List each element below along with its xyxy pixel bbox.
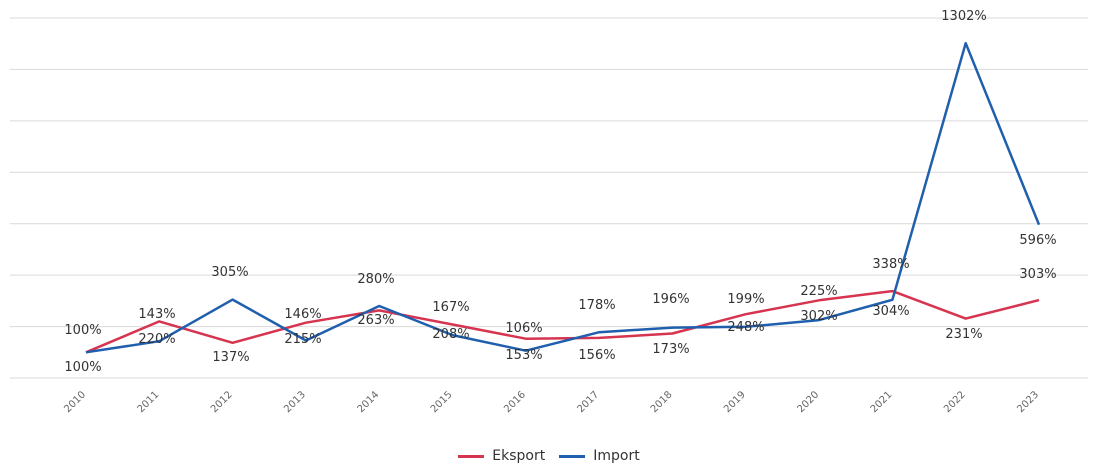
x-tick-label: 2020: [795, 389, 821, 415]
x-tick-label: 2015: [429, 389, 455, 415]
data-label: 263%: [357, 313, 394, 328]
data-label: 304%: [872, 304, 909, 319]
data-label: 302%: [800, 309, 837, 324]
legend-swatch-import: [559, 454, 586, 458]
data-label: 106%: [505, 321, 542, 336]
legend-item-eksport[interactable]: Eksport: [458, 448, 545, 464]
x-tick-label: 2022: [942, 389, 968, 415]
data-point-import-2018[interactable]: [669, 325, 675, 331]
x-tick-label: 2014: [356, 389, 382, 415]
legend-swatch-eksport: [458, 454, 485, 458]
data-label: 208%: [432, 327, 469, 342]
data-point-eksport-2017[interactable]: [596, 335, 602, 341]
data-label: 303%: [1019, 267, 1056, 282]
data-point-import-2022[interactable]: [963, 40, 969, 46]
data-point-import-2012[interactable]: [230, 297, 236, 303]
legend-label-import: Import: [593, 448, 640, 464]
data-label: 178%: [578, 298, 615, 313]
data-label: 231%: [945, 327, 982, 342]
series-line-eksport[interactable]: [85, 289, 1040, 354]
x-tick-label: 2011: [136, 389, 162, 415]
data-label: 338%: [872, 257, 909, 272]
data-label: 199%: [727, 292, 764, 307]
x-tick-label: 2018: [649, 389, 675, 415]
data-point-import-2017[interactable]: [596, 329, 602, 335]
data-labels: 220% 137% 215% 263% 208% 156% 173% 248% 302% 338%…: [64, 9, 1056, 375]
data-point-eksport-2012[interactable]: [230, 340, 236, 346]
x-tick-label: 2013: [282, 389, 308, 415]
x-axis-tick-labels: 2010 2011 2012 2013 2014 2015 2016 2017 2018 2019…: [62, 389, 1041, 415]
gridlines: [10, 17, 1088, 379]
x-tick-label: 2010: [62, 389, 88, 415]
x-tick-label: 2021: [869, 389, 895, 415]
data-label: 167%: [432, 300, 469, 315]
data-label: 196%: [652, 292, 689, 307]
series-line-import[interactable]: [85, 41, 1041, 354]
data-point-eksport-2019[interactable]: [743, 311, 749, 317]
x-tick-label: 2023: [1015, 389, 1041, 415]
data-point-eksport-2018[interactable]: [669, 331, 675, 337]
data-label: 156%: [578, 348, 615, 363]
x-tick-label: 2017: [575, 389, 601, 415]
legend-item-import[interactable]: Import: [559, 448, 640, 464]
data-label: 220%: [138, 332, 175, 347]
data-label: 100%: [64, 360, 101, 375]
data-label: 596%: [1019, 233, 1056, 248]
data-label: 153%: [505, 348, 542, 363]
data-label: 137%: [212, 350, 249, 365]
data-point-eksport-2021[interactable]: [889, 288, 895, 294]
data-label: 143%: [138, 307, 175, 322]
data-label: 248%: [727, 320, 764, 335]
legend: Eksport Import: [0, 446, 1098, 466]
data-point-import-2021[interactable]: [889, 297, 895, 303]
data-label: 305%: [211, 265, 248, 280]
data-point-import-2023[interactable]: [1036, 222, 1042, 228]
x-tick-label: 2012: [209, 389, 235, 415]
data-label: 215%: [284, 332, 321, 347]
series-lines: [85, 41, 1041, 354]
data-point-eksport-2022[interactable]: [963, 316, 969, 322]
data-label: 1302%: [941, 9, 986, 24]
data-point-import-2014[interactable]: [376, 303, 382, 309]
data-label: 225%: [800, 284, 837, 299]
data-point-import-2010[interactable]: [83, 349, 89, 355]
data-label: 146%: [284, 307, 321, 322]
data-label: 100%: [64, 323, 101, 338]
data-label: 280%: [357, 272, 394, 287]
data-point-eksport-2016[interactable]: [523, 336, 529, 342]
data-point-eksport-2023[interactable]: [1036, 297, 1042, 303]
line-chart: 220% 137% 215% 263% 208% 156% 173% 248% 302% 338%…: [10, 9, 1088, 415]
legend-label-eksport: Eksport: [492, 448, 546, 464]
x-tick-label: 2016: [502, 389, 528, 415]
x-tick-label: 2019: [722, 389, 748, 415]
data-label: 173%: [652, 342, 689, 357]
